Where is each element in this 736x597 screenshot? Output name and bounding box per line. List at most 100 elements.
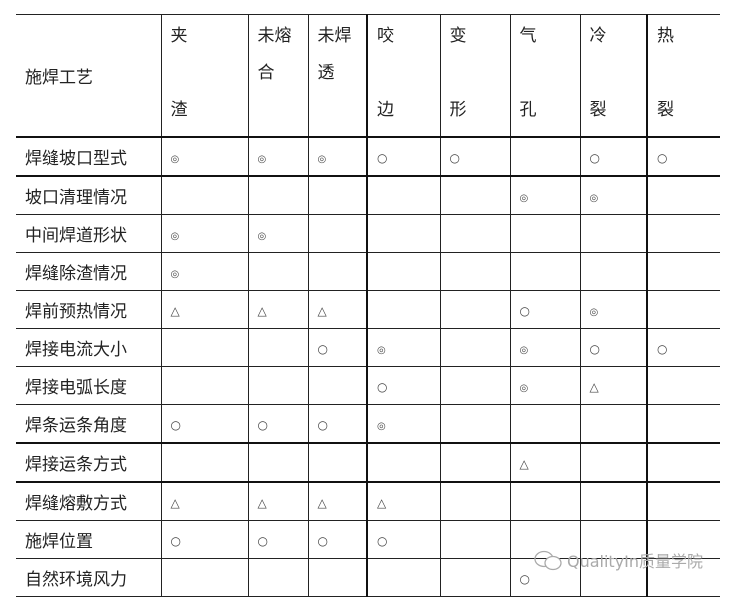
symbol: ○ xyxy=(257,533,268,548)
table-cell xyxy=(509,520,581,559)
table-cell: ◎ xyxy=(160,214,249,253)
symbol: ○ xyxy=(317,341,328,356)
table-cell: △ xyxy=(247,290,309,329)
table-cell xyxy=(579,558,648,597)
symbol: ◎ xyxy=(257,153,267,165)
column-header-line: 未焊 xyxy=(317,26,352,46)
table-cell: △ xyxy=(247,481,309,521)
column-header-line: 气 xyxy=(519,26,537,46)
table-cell: ○ xyxy=(247,520,309,559)
table-cell xyxy=(579,481,648,521)
symbol: ○ xyxy=(377,379,388,394)
table-cell xyxy=(439,520,511,559)
table-cell: △ xyxy=(307,290,368,329)
table-row: 坡口清理情况 ◎ ◎ xyxy=(16,175,720,215)
table-cell: ◎ xyxy=(247,136,309,177)
table-cell xyxy=(579,252,648,291)
column-header-line: 咬 xyxy=(377,26,394,46)
symbol: ○ xyxy=(519,303,530,318)
row-label: 坡口清理情况 xyxy=(16,175,162,215)
table-cell xyxy=(366,442,441,483)
table-cell xyxy=(160,442,249,483)
symbol: ◎ xyxy=(377,344,386,356)
table-row: 焊条运条角度 ○ ○ ○ ◎ xyxy=(16,404,720,444)
symbol: ○ xyxy=(449,150,460,165)
header-row: 施焊工艺夹渣未熔合未焊透咬边变形气孔冷裂热裂 xyxy=(16,14,720,138)
table-cell: ○ xyxy=(509,290,581,329)
table-cell: ○ xyxy=(307,404,368,444)
table-cell: ○ xyxy=(307,520,368,559)
column-header-line: 形 xyxy=(449,100,467,120)
table-cell: △ xyxy=(160,481,249,521)
table-cell xyxy=(646,290,720,329)
symbol: ○ xyxy=(519,571,530,586)
column-header-line: 边 xyxy=(377,100,394,120)
symbol: ◎ xyxy=(170,230,180,242)
table-cell xyxy=(247,252,309,291)
table-row: 焊接电弧长度 ○ ◎ △ xyxy=(16,366,720,405)
column-header: 未焊透 xyxy=(307,14,368,138)
table-cell xyxy=(160,366,249,405)
table-cell: ○ xyxy=(646,328,720,367)
symbol: ◎ xyxy=(519,344,529,356)
symbol: ○ xyxy=(317,533,328,548)
table-cell xyxy=(366,558,441,597)
table-cell xyxy=(160,328,249,367)
table-cell: ○ xyxy=(366,520,441,559)
symbol: ◎ xyxy=(519,192,529,204)
column-header-line: 夹 xyxy=(170,26,188,46)
table-cell xyxy=(579,404,648,444)
table-cell: △ xyxy=(366,481,441,521)
column-header-line xyxy=(258,99,308,136)
row-label: 焊接电流大小 xyxy=(16,328,162,367)
table-row: 焊缝熔敷方式 △ △ △ △ xyxy=(16,481,720,521)
watermark: QualityIn质量学院 xyxy=(533,548,703,572)
symbol: ○ xyxy=(589,150,600,165)
table-cell xyxy=(307,252,368,291)
table-cell xyxy=(646,481,720,521)
table-cell xyxy=(646,558,720,597)
table-cell xyxy=(509,481,581,521)
symbol: ◎ xyxy=(377,420,386,432)
symbol: ○ xyxy=(657,150,668,165)
column-header-line xyxy=(590,62,647,99)
table-cell: ◎ xyxy=(247,214,309,253)
table-row: 中间焊道形状 ◎ ◎ xyxy=(16,214,720,253)
row-label: 自然环境风力 xyxy=(16,558,162,597)
table-cell xyxy=(439,290,511,329)
table-cell: ◎ xyxy=(509,175,581,215)
column-header-line: 裂 xyxy=(589,100,607,120)
table-cell xyxy=(646,366,720,405)
column-header-line: 变 xyxy=(449,26,467,46)
table-cell: △ xyxy=(509,442,581,483)
table-cell xyxy=(307,558,368,597)
table-cell xyxy=(509,404,581,444)
symbol: ○ xyxy=(377,150,388,165)
table-cell: ○ xyxy=(160,520,249,559)
row-label: 焊接电弧长度 xyxy=(16,366,162,405)
column-header-line xyxy=(450,62,510,99)
column-header-line xyxy=(520,62,580,99)
row-label: 焊前预热情况 xyxy=(16,290,162,329)
table-cell: ◎ xyxy=(509,366,581,405)
table-cell: ◎ xyxy=(160,252,249,291)
table-cell: ○ xyxy=(579,328,648,367)
column-header: 冷裂 xyxy=(579,14,648,138)
column-header: 咬边 xyxy=(366,14,441,138)
symbol: ○ xyxy=(257,417,268,432)
column-header: 夹渣 xyxy=(160,14,249,138)
column-header: 变形 xyxy=(439,14,511,138)
symbol: ◎ xyxy=(589,192,599,204)
table-cell: △ xyxy=(160,290,249,329)
table-cell xyxy=(307,214,368,253)
table-cell: ○ xyxy=(579,136,648,177)
table-cell xyxy=(247,366,309,405)
symbol: △ xyxy=(257,495,267,510)
row-label: 焊缝坡口型式 xyxy=(16,136,162,177)
column-header-line xyxy=(377,62,440,99)
column-header: 热裂 xyxy=(646,14,720,138)
column-header-line: 未熔 xyxy=(257,26,292,46)
table-cell xyxy=(160,175,249,215)
table-row: 焊前预热情况 △ △ △ ○ ◎ xyxy=(16,290,720,329)
column-header-line: 透 xyxy=(317,63,335,83)
